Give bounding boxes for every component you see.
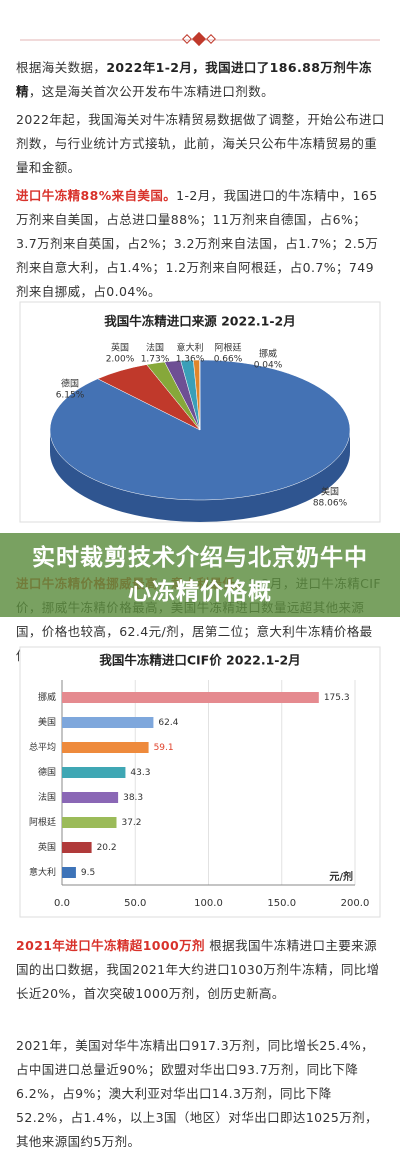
value-label: 9.5 bbox=[81, 868, 95, 878]
slice-label: 法国 bbox=[146, 342, 164, 354]
slice-label: 意大利 bbox=[176, 342, 203, 354]
text-run: 根据海关数据， bbox=[16, 60, 107, 75]
value-label: 43.3 bbox=[130, 768, 150, 778]
paragraph: 2021年，美国对华牛冻精出口917.3万剂，同比增长25.4%，占中国进口总量… bbox=[16, 1034, 386, 1154]
paragraph: 进口牛冻精88%来自美国。1-2月，我国进口的牛冻精中，165万剂来自美国，占总… bbox=[16, 184, 386, 304]
overlay-title: 实时裁剪技术介绍与北京奶牛中心冻精价格概 bbox=[0, 533, 400, 617]
bar bbox=[62, 767, 126, 778]
text-run: 2021年进口牛冻精超1000万剂 bbox=[16, 938, 205, 953]
y-tick-label: 德国 bbox=[38, 766, 56, 778]
slice-label: 美国 bbox=[321, 486, 339, 498]
slice-label: 德国 bbox=[61, 378, 79, 390]
bar bbox=[62, 742, 149, 753]
value-label: 175.3 bbox=[324, 693, 350, 703]
value-label: 62.4 bbox=[158, 718, 178, 728]
header-decoration bbox=[20, 31, 380, 47]
slice-label: 挪威 bbox=[259, 348, 277, 360]
value-label: 59.1 bbox=[154, 743, 174, 753]
y-tick-label: 阿根廷 bbox=[29, 816, 56, 828]
bar-chart: 我国牛冻精进口CIF价 2022.1-2月 0.0 50.0 100.0 150.0 2… bbox=[19, 646, 381, 918]
y-tick-label: 法国 bbox=[38, 791, 56, 803]
text-run: 2021年，美国对华牛冻精出口917.3万剂，同比增长25.4%，占中国进口总量… bbox=[16, 1038, 378, 1149]
y-tick-label: 总平均 bbox=[29, 741, 56, 753]
pie-slice bbox=[49, 359, 351, 501]
slice-label: 阿根廷 bbox=[214, 342, 241, 354]
slice-value: 2.00% bbox=[106, 355, 135, 365]
text-run: 根据我国牛冻精进口主要来源国的出口数据，我国2021年大约进口1030万剂牛冻精… bbox=[16, 938, 380, 1001]
chart-title: 我国牛冻精进口CIF价 2022.1-2月 bbox=[99, 653, 300, 668]
paragraph: 2022年起，我国海关对牛冻精贸易数据做了调整，开始公布进口剂数，与行业统计方式… bbox=[16, 108, 386, 180]
slice-label: 英国 bbox=[111, 342, 129, 354]
x-tick-label: 200.0 bbox=[341, 898, 370, 909]
x-tick-label: 150.0 bbox=[267, 898, 296, 909]
paragraph: 2021年进口牛冻精超1000万剂 根据我国牛冻精进口主要来源国的出口数据，我国… bbox=[16, 934, 386, 1006]
x-tick-label: 100.0 bbox=[194, 898, 223, 909]
value-label: 38.3 bbox=[123, 793, 143, 803]
text-run: 2022年起，我国海关对牛冻精贸易数据做了调整，开始公布进口剂数，与行业统计方式… bbox=[16, 112, 385, 175]
y-tick-label: 挪威 bbox=[38, 691, 56, 703]
x-axis-label: 元/剂 bbox=[329, 870, 353, 883]
text-run: ，这是海关首次公开发布牛冻精进口剂数。 bbox=[28, 84, 275, 99]
y-tick-label: 意大利 bbox=[29, 866, 56, 878]
y-tick-label: 英国 bbox=[38, 841, 56, 853]
x-tick-label: 0.0 bbox=[54, 898, 70, 909]
slice-value: 0.04% bbox=[254, 361, 283, 371]
slice-value: 88.06% bbox=[313, 499, 348, 509]
text-run: 2022年1-2月，我国进口了186.88万剂牛冻精 bbox=[16, 60, 372, 99]
bar bbox=[62, 817, 117, 828]
slice-value: 6.15% bbox=[56, 391, 85, 401]
slice-value: 1.36% bbox=[176, 355, 205, 365]
paragraph: 根据海关数据，2022年1-2月，我国进口了186.88万剂牛冻精，这是海关首次… bbox=[16, 56, 386, 104]
value-label: 20.2 bbox=[97, 843, 117, 853]
text-run: 进口牛冻精88%来自美国。 bbox=[16, 188, 177, 203]
value-label: 37.2 bbox=[121, 818, 141, 828]
chart-title: 我国牛冻精进口来源 2022.1-2月 bbox=[104, 314, 295, 329]
y-tick-label: 美国 bbox=[38, 716, 56, 728]
bar bbox=[62, 792, 119, 803]
text-run: 1-2月，我国进口的牛冻精中，165万剂来自美国，占总进口量88%；11万剂来自… bbox=[16, 188, 379, 299]
slice-value: 1.73% bbox=[141, 355, 170, 365]
x-tick-label: 50.0 bbox=[124, 898, 146, 909]
bar bbox=[62, 717, 154, 728]
bar bbox=[62, 867, 76, 878]
bar bbox=[62, 692, 319, 703]
bar bbox=[62, 842, 92, 853]
slice-value: 0.66% bbox=[214, 355, 243, 365]
